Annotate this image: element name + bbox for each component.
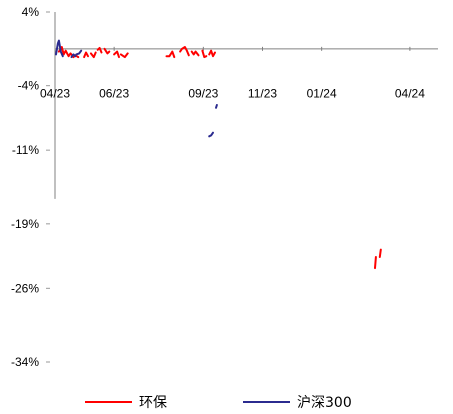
- x-tick-label: 06/23: [99, 87, 129, 101]
- x-tick-label: 11/23: [248, 87, 277, 101]
- legend-label: 沪深300: [297, 395, 352, 411]
- y-axis-ticks: 4% -4% -11% -19% -26% -34%: [11, 5, 50, 369]
- series-line-segment: [113, 50, 120, 59]
- y-tick-label: -11%: [12, 143, 39, 157]
- series-line-segment: [208, 49, 216, 58]
- series-line-segment: [119, 52, 129, 59]
- series-line-segment: [190, 50, 200, 57]
- y-tick-label: 4%: [22, 5, 40, 19]
- y-tick-label: -4%: [18, 79, 40, 93]
- series-line-segment: [201, 49, 208, 59]
- series-line-segment: [215, 104, 218, 109]
- x-tick-label: 01/24: [307, 87, 337, 101]
- y-tick-label: -26%: [11, 281, 39, 295]
- series-line-segment: [103, 47, 111, 55]
- series-line-segment: [89, 51, 97, 59]
- legend: 环保 沪深300: [85, 395, 352, 411]
- series-line-segment: [374, 256, 377, 270]
- x-tick-label: 09/23: [188, 87, 218, 101]
- series-line-segment: [96, 46, 103, 54]
- series-line-segment: [70, 53, 77, 59]
- series-line-segment: [208, 131, 214, 138]
- x-axis-ticks: 04/23 06/23 09/23 11/23 01/24 04/24: [40, 46, 425, 101]
- y-tick-label: -19%: [11, 217, 39, 231]
- legend-label: 环保: [139, 395, 167, 411]
- series-line-segment: [55, 39, 64, 58]
- x-tick-label: 04/24: [395, 87, 425, 101]
- series-1: [55, 39, 218, 138]
- series-line-segment: [75, 49, 83, 56]
- series-layer: [55, 39, 382, 270]
- series-line-segment: [378, 248, 382, 258]
- series-line-segment: [165, 50, 176, 59]
- series-0: [57, 46, 382, 270]
- series-line-segment: [83, 51, 89, 59]
- y-tick-label: -34%: [11, 355, 39, 369]
- series-line-segment: [179, 46, 190, 57]
- x-tick-label: 04/23: [40, 87, 70, 101]
